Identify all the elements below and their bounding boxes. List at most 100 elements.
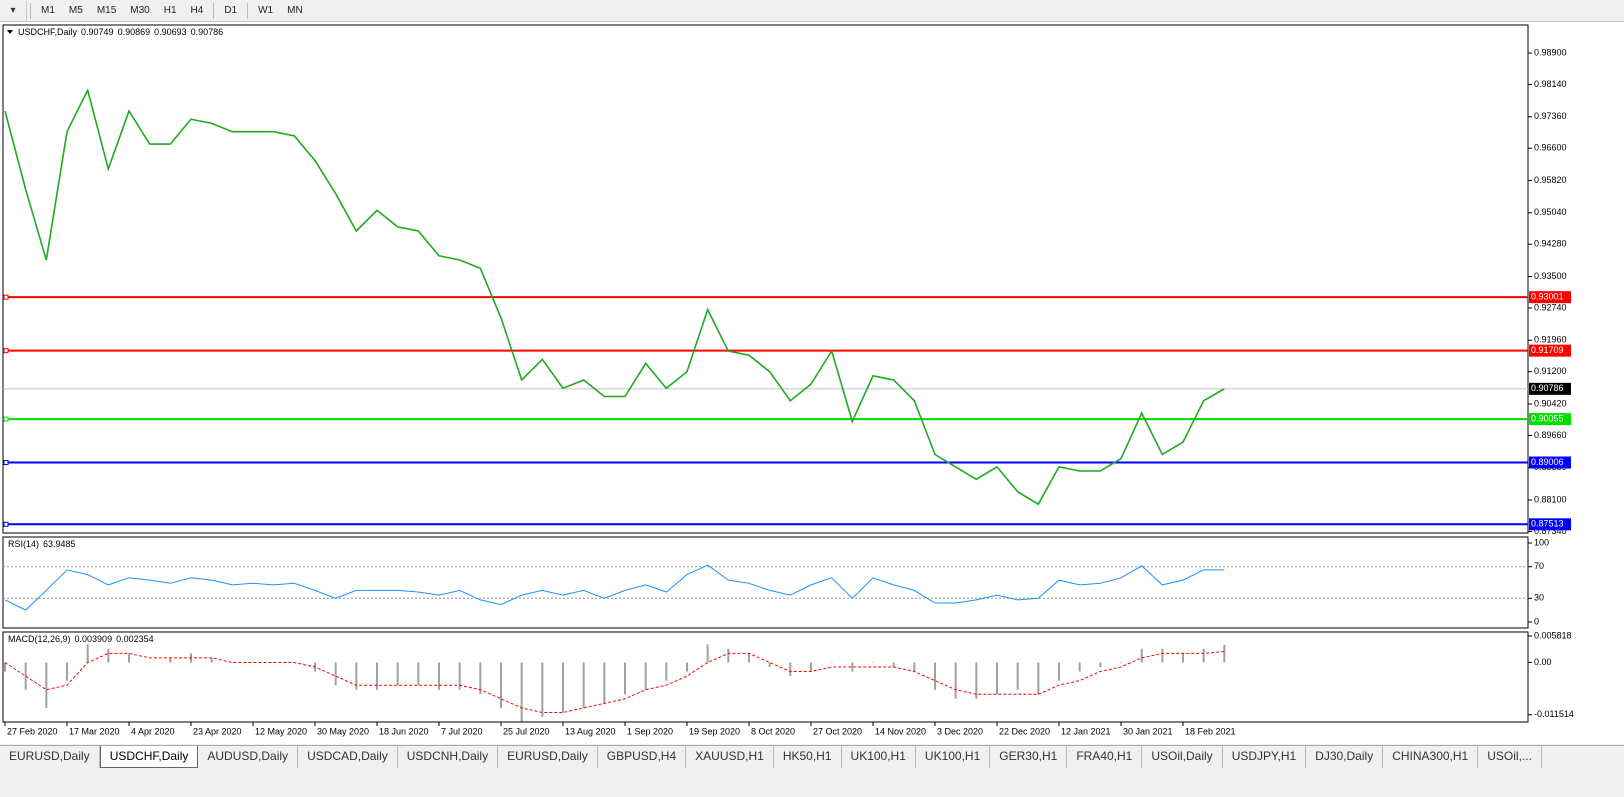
chart-tab[interactable]: DJ30,Daily <box>1306 746 1384 768</box>
last-price-box <box>1529 382 1571 395</box>
chart-tab[interactable]: CHINA300,H1 <box>1383 746 1479 768</box>
macd-bar <box>479 662 482 695</box>
macd-bar <box>231 662 234 663</box>
macd-bar <box>169 657 172 663</box>
x-tick-label: 23 Apr 2020 <box>193 726 242 736</box>
macd-bar <box>810 662 812 672</box>
title-name: RSI(14) <box>8 539 39 549</box>
macd-bar <box>727 648 730 663</box>
macd-bar <box>24 662 27 690</box>
title-part: 0.002354 <box>116 634 154 644</box>
chart-tab[interactable]: USDCNH,Daily <box>398 746 499 768</box>
macd-bar <box>851 662 854 672</box>
y-tick-label: 0.94280 <box>1534 239 1567 249</box>
chart-tab[interactable]: USOil,... <box>1478 746 1542 768</box>
macd-bar <box>582 662 585 708</box>
y-tick-label: 0.98140 <box>1534 79 1567 89</box>
y-tick-label: 0.90420 <box>1534 398 1567 408</box>
macd-bar <box>107 648 110 663</box>
macd-bar <box>1016 662 1019 690</box>
y-tick-label: 0.91960 <box>1534 335 1567 345</box>
macd-bar <box>1058 662 1060 681</box>
level-label: 0.89006 <box>1531 457 1564 467</box>
y-tick-label: 0.95040 <box>1534 207 1567 217</box>
macd-bar <box>1099 662 1102 667</box>
separator <box>30 2 31 19</box>
timeframe-button[interactable]: H1 <box>163 4 177 16</box>
y-tick-label: 0.00 <box>1534 657 1552 667</box>
x-tick-label: 12 May 2020 <box>255 726 307 736</box>
cursor-menu[interactable]: ▾ <box>0 0 27 21</box>
macd-bar <box>210 657 213 663</box>
chart-tab[interactable]: GER30,H1 <box>990 746 1068 768</box>
macd-bar <box>1140 648 1143 663</box>
x-tick-label: 27 Feb 2020 <box>7 726 58 736</box>
timeframe-button[interactable]: W1 <box>258 4 274 16</box>
macd-bar <box>86 644 89 663</box>
macd-bar <box>665 662 668 681</box>
x-tick-label: 1 Sep 2020 <box>627 726 673 736</box>
panel-frame <box>2 24 1529 534</box>
x-tick-label: 14 Nov 2020 <box>875 726 926 736</box>
chart-tab[interactable]: USDCHF,Daily <box>99 746 199 768</box>
tab-bar: EURUSD,Daily USDCHF,Daily AUDUSD,Daily USDC… <box>0 745 1624 768</box>
chart-tab[interactable]: USOil,Daily <box>1142 746 1223 768</box>
y-tick-label: 0.92740 <box>1534 302 1567 312</box>
collapse-arrow <box>7 30 13 34</box>
timeframe-button[interactable]: H4 <box>190 4 204 16</box>
x-tick-label: 18 Feb 2021 <box>1185 726 1236 736</box>
chart-tab[interactable]: EURUSD,Daily <box>498 746 598 768</box>
chart-tab[interactable]: HK50,H1 <box>774 746 842 768</box>
title-part: 63.9485 <box>43 539 76 549</box>
chart-tab[interactable]: EURUSD,Daily <box>0 746 100 768</box>
macd-bar <box>1161 648 1164 663</box>
macd-bar <box>4 662 6 672</box>
level-label: 0.93001 <box>1531 292 1564 302</box>
timeframe-button[interactable]: M1 <box>41 4 55 16</box>
macd-bar <box>1037 662 1040 695</box>
chart-tab[interactable]: FRA40,H1 <box>1067 746 1143 768</box>
chart-tab[interactable]: AUDUSD,Daily <box>198 746 299 768</box>
level-handle <box>3 348 9 354</box>
timeframe-button[interactable]: M30 <box>130 4 150 16</box>
macd-bar <box>1223 644 1226 663</box>
macd-bar <box>66 662 68 681</box>
chart-tab[interactable]: GBPUSD,H4 <box>598 746 687 768</box>
macd-bar <box>500 662 502 708</box>
chart-tab[interactable]: USDJPY,H1 <box>1223 746 1307 768</box>
timeframe-button[interactable]: M15 <box>96 4 117 16</box>
timeframe-button[interactable]: M5 <box>68 4 83 16</box>
separator <box>247 2 249 19</box>
level-label-box <box>1529 456 1571 469</box>
x-tick-label: 7 Jul 2020 <box>441 726 483 736</box>
title-part: 0.90786 <box>191 27 224 37</box>
chart-tab[interactable]: UK100,H1 <box>842 746 916 768</box>
y-tick-label: 0.95820 <box>1534 175 1567 185</box>
macd-bar <box>562 662 564 713</box>
macd-bar <box>748 653 750 663</box>
macd-bar <box>417 662 420 686</box>
x-tick-label: 18 Jun 2020 <box>379 726 429 736</box>
y-tick-label: 0.97360 <box>1534 111 1567 121</box>
macd-bar <box>355 662 358 690</box>
panel-frame <box>2 536 1529 629</box>
chart-tab[interactable]: USDCAD,Daily <box>298 746 398 768</box>
x-tick-label: 17 Mar 2020 <box>69 726 120 736</box>
macd-bar <box>1182 653 1184 663</box>
title-part: 0.90869 <box>118 27 151 37</box>
y-tick-label: 0.005818 <box>1534 630 1572 640</box>
timeframe-button[interactable]: D1 <box>224 4 238 16</box>
last-price-label: 0.90786 <box>1531 383 1564 393</box>
macd-bar <box>1202 648 1205 663</box>
y-tick-label: -0.011514 <box>1534 709 1574 719</box>
timeframe-button[interactable]: MN <box>287 4 303 16</box>
x-tick-label: 3 Dec 2020 <box>937 726 983 736</box>
chart-tab[interactable]: XAUUSD,H1 <box>686 746 774 768</box>
chart-tab[interactable]: UK100,H1 <box>916 746 991 768</box>
y-tick-label: 0.93500 <box>1534 271 1567 281</box>
macd-bar <box>644 662 647 690</box>
y-tick-label: 0.87340 <box>1534 526 1567 536</box>
macd-bar <box>830 662 833 663</box>
level-label-box <box>1529 291 1571 304</box>
